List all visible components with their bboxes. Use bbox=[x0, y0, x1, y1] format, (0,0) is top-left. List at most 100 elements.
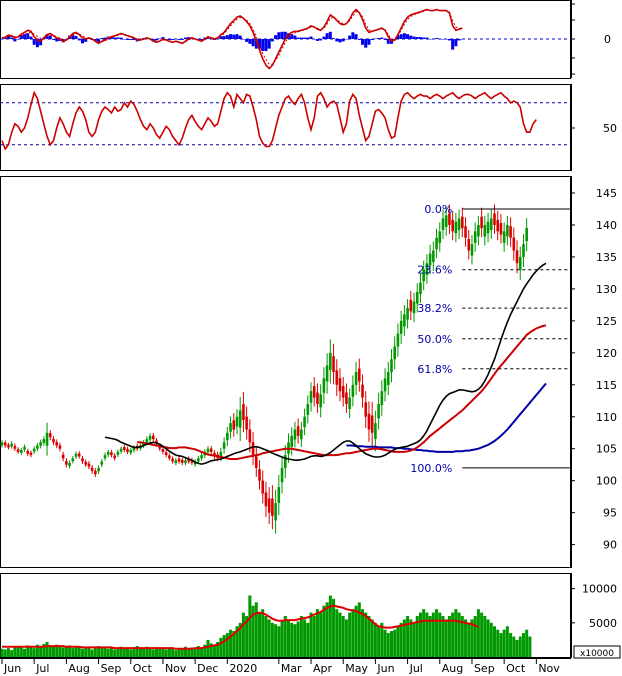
volume-bar bbox=[309, 612, 313, 657]
volume-bar bbox=[283, 616, 287, 657]
fib-level-label: 0.0% bbox=[424, 203, 452, 216]
volume-bar bbox=[402, 619, 406, 657]
macd-histogram-bar bbox=[222, 36, 226, 39]
macd-histogram-bar bbox=[396, 35, 400, 39]
price-candle-body bbox=[341, 386, 345, 398]
volume-bar bbox=[32, 648, 36, 657]
volume-bar bbox=[422, 609, 426, 657]
macd-histogram-bar bbox=[277, 32, 281, 39]
price-candle-body bbox=[197, 458, 200, 462]
volume-bar bbox=[528, 636, 532, 657]
price-candle-body bbox=[119, 448, 123, 452]
x-tick-label: Sep bbox=[101, 662, 122, 675]
macd-histogram-bar bbox=[87, 38, 91, 40]
volume-bar bbox=[425, 612, 429, 657]
volume-bar bbox=[457, 612, 461, 657]
price-candle-body bbox=[502, 231, 506, 243]
price-candle-body bbox=[354, 372, 358, 385]
macd-histogram-bar bbox=[283, 31, 287, 39]
price-candle-body bbox=[58, 445, 62, 449]
volume-bar bbox=[238, 622, 242, 657]
volume-bar bbox=[183, 646, 187, 657]
volume-bar bbox=[312, 616, 316, 657]
volume-bar bbox=[151, 649, 155, 657]
rsi-panel: 50 bbox=[0, 84, 617, 171]
volume-bar bbox=[58, 646, 62, 657]
macd-histogram-bar bbox=[29, 36, 33, 39]
price-candle-body bbox=[409, 299, 413, 312]
volume-bar bbox=[16, 647, 20, 657]
macd-histogram-bar bbox=[26, 33, 30, 39]
price-candle-body bbox=[351, 384, 355, 397]
x-tick-label: Aug bbox=[68, 662, 89, 675]
price-candle-body bbox=[489, 218, 493, 231]
price-candle-body bbox=[325, 365, 329, 382]
volume-bar bbox=[270, 622, 274, 657]
macd-histogram-bar bbox=[454, 39, 458, 47]
macd-histogram-bar bbox=[84, 39, 88, 42]
fib-level-label: 61.8% bbox=[417, 363, 452, 376]
volume-bar bbox=[332, 598, 336, 657]
volume-bar bbox=[87, 648, 91, 657]
volume-bar bbox=[470, 619, 474, 657]
macd-histogram-bar bbox=[254, 39, 258, 49]
volume-bar bbox=[45, 641, 49, 657]
volume-bar bbox=[476, 609, 480, 657]
price-candle-body bbox=[242, 404, 245, 420]
price-candle-body bbox=[432, 250, 435, 263]
macd-histogram-bar bbox=[399, 34, 403, 39]
price-candle-body bbox=[280, 467, 284, 483]
volume-bar bbox=[254, 602, 258, 657]
rsi-panel-frame bbox=[0, 84, 571, 171]
price-candle-body bbox=[393, 346, 397, 360]
volume-bar bbox=[39, 646, 43, 657]
volume-bar bbox=[187, 648, 191, 657]
macd-histogram-bar bbox=[361, 39, 365, 45]
volume-bar bbox=[399, 622, 403, 657]
volume-bar bbox=[483, 616, 487, 657]
volume-bar bbox=[219, 637, 223, 657]
macd-histogram-bar bbox=[406, 34, 410, 39]
macd-histogram-bar bbox=[447, 39, 451, 41]
volume-bar bbox=[267, 619, 271, 657]
price-candle-body bbox=[380, 391, 384, 405]
price-candle-body bbox=[345, 392, 348, 404]
x-axis: Jun Jul Aug Sep Oct Nov Dec 2020 Mar Apr May Jun Jul… bbox=[1, 658, 560, 675]
price-candle-body bbox=[290, 435, 294, 447]
price-candle-body bbox=[419, 282, 422, 294]
macd-histogram-bar bbox=[338, 39, 342, 43]
price-candle-body bbox=[493, 213, 496, 225]
macd-histogram-bar bbox=[109, 37, 113, 39]
volume-bar bbox=[303, 619, 307, 657]
price-candle-body bbox=[306, 403, 310, 415]
price-candle-body bbox=[103, 455, 107, 459]
price-candle-body bbox=[158, 445, 162, 449]
macd-histogram-bar bbox=[286, 33, 290, 39]
volume-bar bbox=[74, 646, 78, 657]
macd-histogram-bar bbox=[235, 34, 239, 39]
volume-bar bbox=[135, 646, 139, 657]
macd-histogram-bar bbox=[52, 39, 56, 40]
volume-bar bbox=[380, 622, 384, 657]
price-candle-body bbox=[177, 458, 181, 462]
macd-histogram-bar bbox=[74, 36, 78, 39]
price-candle-body bbox=[61, 454, 65, 459]
volume-bar bbox=[29, 646, 33, 657]
price-candle-body bbox=[473, 231, 477, 243]
volume-bar bbox=[19, 646, 23, 657]
volume-bar bbox=[373, 622, 377, 657]
macd-histogram-bar bbox=[422, 37, 426, 39]
volume-bar bbox=[348, 612, 352, 657]
volume-bar bbox=[286, 619, 290, 657]
volume-bar bbox=[377, 626, 381, 657]
volume-bar bbox=[203, 644, 207, 657]
volume-bar bbox=[167, 647, 171, 657]
volume-bar bbox=[52, 646, 56, 657]
x-tick-label: Mar bbox=[281, 662, 302, 675]
volume-bar bbox=[193, 648, 197, 657]
volume-bar bbox=[509, 633, 513, 657]
macd-histogram-bar bbox=[238, 35, 242, 39]
volume-bar bbox=[393, 629, 397, 657]
x-tick-label: Jul bbox=[35, 662, 49, 675]
